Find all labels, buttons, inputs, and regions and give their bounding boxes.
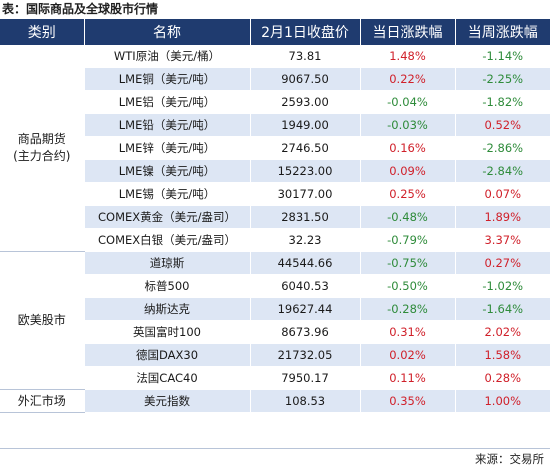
table-row: 法国CAC40 7950.17 0.11% 0.28% <box>0 366 550 390</box>
header-row: 类别 名称 2月1日收盘价 当日涨跌幅 当周涨跌幅 <box>0 19 550 45</box>
table-row: LME铝（美元/吨） 2593.00 -0.04% -1.82% <box>0 90 550 114</box>
week-change-cell: 3.37% <box>455 228 550 252</box>
name-cell: 德国DAX30 <box>84 343 251 367</box>
week-change-cell: 1.58% <box>455 343 550 367</box>
name-cell: LME锌（美元/吨） <box>84 136 251 160</box>
category-label: (主力合约) <box>13 149 71 163</box>
week-change-cell: -1.64% <box>455 297 550 321</box>
category-cell: 商品期货 (主力合约) <box>0 45 85 252</box>
close-cell: 108.53 <box>250 389 361 413</box>
close-cell: 2593.00 <box>250 90 361 114</box>
close-cell: 30177.00 <box>250 182 361 206</box>
header-category: 类别 <box>0 19 85 45</box>
close-cell: 2746.50 <box>250 136 361 160</box>
close-cell: 32.23 <box>250 228 361 252</box>
week-change-cell: 0.52% <box>455 113 550 137</box>
name-cell: 英国富时100 <box>84 320 251 344</box>
category-label: 外汇市场 <box>17 393 66 408</box>
table-body: 商品期货 (主力合约) WTI原油（美元/桶） 73.81 1.48% -1.14% LME… <box>0 45 550 413</box>
day-change-cell: 0.02% <box>360 343 456 367</box>
bottom-rule <box>0 448 550 449</box>
week-change-cell: 0.27% <box>455 251 550 275</box>
name-cell: WTI原油（美元/桶） <box>84 45 251 68</box>
table-row: LME镍（美元/吨） 15223.00 0.09% -2.84% <box>0 159 550 183</box>
table-row: LME锌（美元/吨） 2746.50 0.16% -2.86% <box>0 136 550 160</box>
name-cell: LME铝（美元/吨） <box>84 90 251 114</box>
day-change-cell: 1.48% <box>360 45 456 68</box>
day-change-cell: 0.09% <box>360 159 456 183</box>
table-row: 纳斯达克 19627.44 -0.28% -1.64% <box>0 297 550 321</box>
close-cell: 6040.53 <box>250 274 361 298</box>
close-cell: 1949.00 <box>250 113 361 137</box>
week-change-cell: 0.28% <box>455 366 550 390</box>
source-note: 来源：交易所 <box>475 452 544 466</box>
market-table: 类别 名称 2月1日收盘价 当日涨跌幅 当周涨跌幅 商品期货 (主力合约) WTI原… <box>0 19 550 413</box>
day-change-cell: -0.04% <box>360 90 456 114</box>
day-change-cell: 0.11% <box>360 366 456 390</box>
category-label: 欧美股市 <box>17 313 66 327</box>
day-change-cell: -0.75% <box>360 251 456 275</box>
day-change-cell: 0.16% <box>360 136 456 160</box>
category-cell: 外汇市场 <box>0 389 85 413</box>
close-cell: 19627.44 <box>250 297 361 321</box>
week-change-cell: -1.82% <box>455 90 550 114</box>
category-cell: 欧美股市 <box>0 251 85 390</box>
table-row: LME锡（美元/吨） 30177.00 0.25% 0.07% <box>0 182 550 206</box>
day-change-cell: 0.35% <box>360 389 456 413</box>
week-change-cell: 1.89% <box>455 205 550 229</box>
category-label: 商品期货 <box>17 132 66 146</box>
close-cell: 2831.50 <box>250 205 361 229</box>
name-cell: LME锡（美元/吨） <box>84 182 251 206</box>
week-change-cell: -2.25% <box>455 67 550 91</box>
name-cell: 道琼斯 <box>84 251 251 275</box>
table-row: 欧美股市 道琼斯 44544.66 -0.75% 0.27% <box>0 251 550 390</box>
table-row: 标普500 6040.53 -0.50% -1.02% <box>0 274 550 298</box>
table-row: COMEX白银（美元/盎司） 32.23 -0.79% 3.37% <box>0 228 550 252</box>
header-close: 2月1日收盘价 <box>250 19 361 45</box>
name-cell: 纳斯达克 <box>84 297 251 321</box>
day-change-cell: 0.22% <box>360 67 456 91</box>
close-cell: 73.81 <box>250 45 361 68</box>
table-row: 商品期货 (主力合约) WTI原油（美元/桶） 73.81 1.48% -1.14% <box>0 45 550 252</box>
day-change-cell: -0.50% <box>360 274 456 298</box>
close-cell: 15223.00 <box>250 159 361 183</box>
table-row: 英国富时100 8673.96 0.31% 2.02% <box>0 320 550 344</box>
week-change-cell: 2.02% <box>455 320 550 344</box>
close-cell: 9067.50 <box>250 67 361 91</box>
name-cell: COMEX白银（美元/盎司） <box>84 228 251 252</box>
week-change-cell: -1.02% <box>455 274 550 298</box>
week-change-cell: -1.14% <box>455 45 550 68</box>
day-change-cell: 0.31% <box>360 320 456 344</box>
day-change-cell: -0.28% <box>360 297 456 321</box>
close-cell: 44544.66 <box>250 251 361 275</box>
header-day-change: 当日涨跌幅 <box>360 19 456 45</box>
table-row: LME铅（美元/吨） 1949.00 -0.03% 0.52% <box>0 113 550 137</box>
day-change-cell: -0.48% <box>360 205 456 229</box>
name-cell: 法国CAC40 <box>84 366 251 390</box>
day-change-cell: -0.79% <box>360 228 456 252</box>
table-caption: 表：国际商品及全球股市行情 <box>2 2 159 16</box>
close-cell: 8673.96 <box>250 320 361 344</box>
table-row: COMEX黄金（美元/盎司） 2831.50 -0.48% 1.89% <box>0 205 550 229</box>
table-row: 外汇市场 美元指数 108.53 0.35% 1.00% <box>0 389 550 413</box>
name-cell: LME铜（美元/吨） <box>84 67 251 91</box>
day-change-cell: 0.25% <box>360 182 456 206</box>
day-change-cell: -0.03% <box>360 113 456 137</box>
header-name: 名称 <box>84 19 251 45</box>
header-week-change: 当周涨跌幅 <box>455 19 550 45</box>
name-cell: COMEX黄金（美元/盎司） <box>84 205 251 229</box>
name-cell: LME镍（美元/吨） <box>84 159 251 183</box>
week-change-cell: 1.00% <box>455 389 550 413</box>
week-change-cell: 0.07% <box>455 182 550 206</box>
table-row: LME铜（美元/吨） 9067.50 0.22% -2.25% <box>0 67 550 91</box>
table-row: 德国DAX30 21732.05 0.02% 1.58% <box>0 343 550 367</box>
name-cell: LME铅（美元/吨） <box>84 113 251 137</box>
close-cell: 21732.05 <box>250 343 361 367</box>
name-cell: 美元指数 <box>84 389 251 413</box>
name-cell: 标普500 <box>84 274 251 298</box>
week-change-cell: -2.86% <box>455 136 550 160</box>
week-change-cell: -2.84% <box>455 159 550 183</box>
close-cell: 7950.17 <box>250 366 361 390</box>
